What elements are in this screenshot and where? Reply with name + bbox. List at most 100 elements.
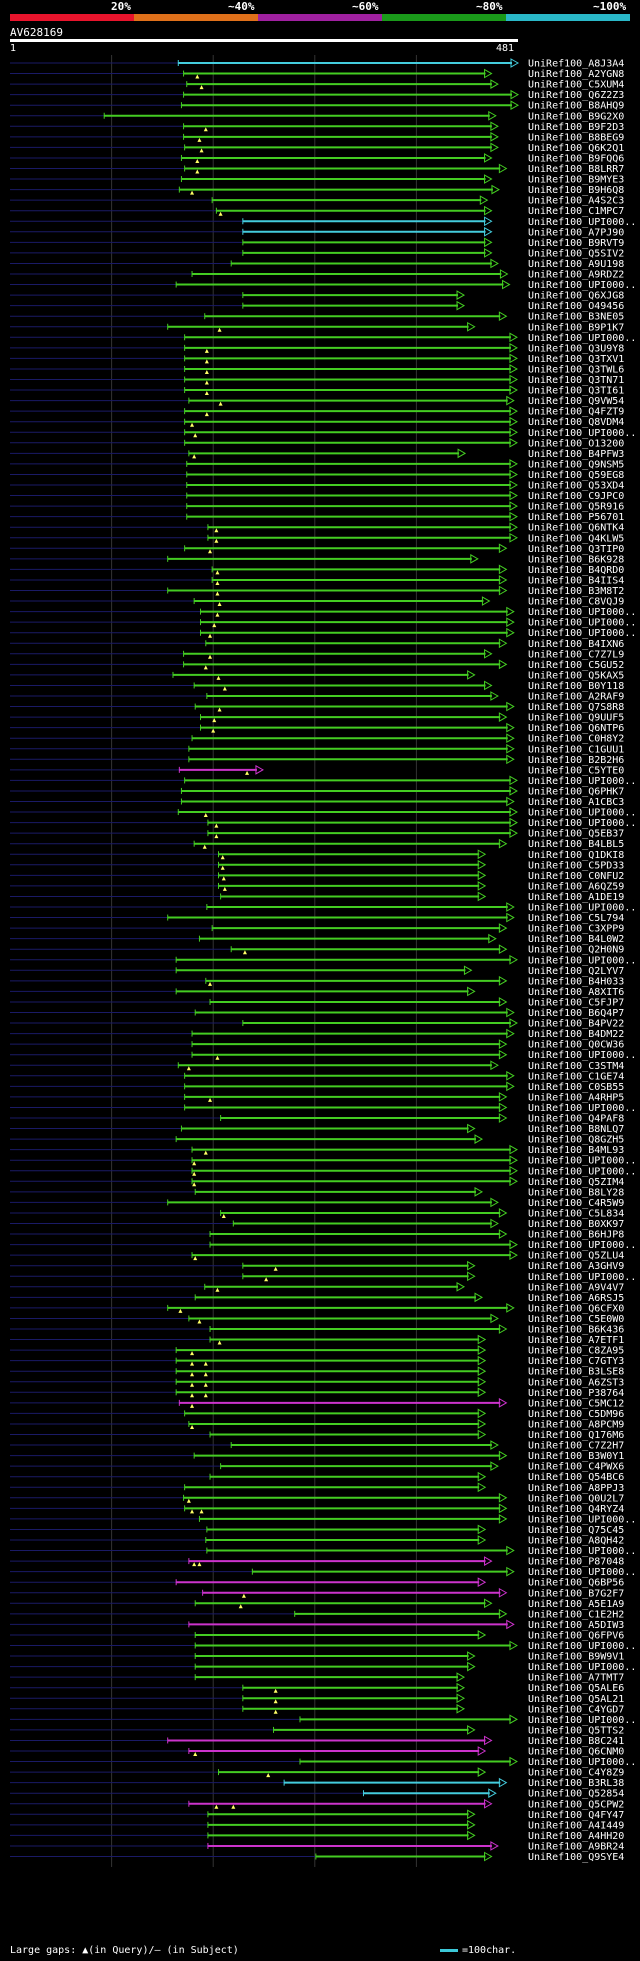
hit-label: UniRef100_Q6Z2Z3 xyxy=(528,90,624,101)
hit-label: UniRef100_B9MYE3 xyxy=(528,175,624,186)
hit-label: UniRef100_Q4KLW5 xyxy=(528,533,624,544)
hit-label: UniRef100_B3LSE8 xyxy=(528,1367,624,1378)
query-gap-marker xyxy=(217,602,222,607)
hit-label: UniRef100_C3XPP9 xyxy=(528,924,624,935)
hit-end-arrow xyxy=(506,606,515,617)
query-gap-marker xyxy=(203,1361,208,1366)
hit-end-arrow xyxy=(490,691,499,701)
hit-end-arrow xyxy=(488,110,497,121)
hit-end-arrow xyxy=(474,1292,484,1303)
query-gap-marker xyxy=(195,169,200,174)
hit-label: UniRef100_UPI000.. xyxy=(528,618,636,629)
hit-end-arrow xyxy=(509,459,518,469)
hit-label: UniRef100_B4LBL5 xyxy=(528,839,624,850)
legend-swatch xyxy=(258,14,382,21)
hit-label: UniRef100_B8LRR7 xyxy=(528,164,624,175)
hit-label: UniRef100_A7TMT7 xyxy=(528,1673,624,1684)
hit-end-arrow xyxy=(490,1313,499,1324)
hit-end-arrow xyxy=(488,1788,497,1799)
hit-label: UniRef100_A6QZ59 xyxy=(528,881,624,892)
query-gap-marker xyxy=(221,876,226,881)
hit-end-arrow xyxy=(506,1081,515,1092)
hit-label: UniRef100_C5YTE0 xyxy=(528,765,624,776)
hit-label: UniRef100_UPI000.. xyxy=(528,280,636,291)
hit-end-arrow xyxy=(477,849,487,860)
hit-end-arrow xyxy=(509,353,518,364)
hit-end-arrow xyxy=(509,342,518,353)
hit-end-arrow xyxy=(509,1250,518,1261)
hit-label: UniRef100_Q6PHK7 xyxy=(528,786,624,797)
hit-label: UniRef100_UPI000.. xyxy=(528,428,636,439)
hit-label: UniRef100_Q9SYE4 xyxy=(528,1852,624,1863)
hit-end-arrow xyxy=(474,1134,484,1144)
hit-end-arrow xyxy=(490,1841,499,1851)
hit-end-arrow xyxy=(477,1482,487,1493)
hit-label: UniRef100_B3NE05 xyxy=(528,312,624,323)
hit-label: UniRef100_Q6CFX0 xyxy=(528,1303,624,1314)
hit-label: UniRef100_P56701 xyxy=(528,512,624,523)
hit-end-arrow xyxy=(506,796,515,807)
hit-end-arrow xyxy=(456,1682,466,1693)
hit-end-arrow xyxy=(484,1798,493,1809)
hit-label: UniRef100_UPI000.. xyxy=(528,1240,636,1251)
hit-label: UniRef100_B4ML93 xyxy=(528,1145,624,1156)
query-gap-marker xyxy=(192,1562,197,1567)
hit-end-arrow xyxy=(506,1007,515,1018)
hit-label: UniRef100_B4DM22 xyxy=(528,1029,624,1040)
query-gap-marker xyxy=(208,633,213,638)
hit-label: UniRef100_A3GHV9 xyxy=(528,1261,624,1272)
query-gap-marker xyxy=(190,1509,195,1514)
query-gap-marker xyxy=(215,580,220,585)
hit-end-arrow xyxy=(484,1556,493,1566)
query-gap-marker xyxy=(192,1171,197,1176)
hit-label: UniRef100_UPI000.. xyxy=(528,903,636,914)
hit-end-arrow xyxy=(467,1830,476,1841)
hit-label: UniRef100_Q176M6 xyxy=(528,1430,624,1441)
legend-label: 20% xyxy=(111,0,131,13)
hit-end-arrow xyxy=(477,1524,487,1535)
hit-end-arrow xyxy=(498,712,508,722)
hit-label: UniRef100_Q5SIV2 xyxy=(528,248,624,259)
hit-end-arrow xyxy=(477,1630,487,1640)
hit-label: UniRef100_Q5ZLU4 xyxy=(528,1251,624,1262)
query-gap-marker xyxy=(192,1182,197,1187)
hit-label: UniRef100_C4R5W9 xyxy=(528,1198,624,1209)
hit-end-arrow xyxy=(477,1429,487,1440)
hit-end-arrow xyxy=(484,248,493,258)
hit-end-arrow xyxy=(456,1672,466,1683)
query-gap-marker xyxy=(190,1424,195,1429)
hit-end-arrow xyxy=(509,817,518,828)
query-gap-marker xyxy=(186,1498,191,1503)
hit-label: UniRef100_Q3TIP0 xyxy=(528,544,624,555)
hit-end-arrow xyxy=(498,659,508,670)
hit-end-arrow xyxy=(467,1260,476,1271)
query-gap-marker xyxy=(190,1361,195,1366)
hit-end-arrow xyxy=(509,954,518,965)
query-gap-marker xyxy=(192,1161,197,1166)
hit-label: UniRef100_C5DM96 xyxy=(528,1409,624,1420)
hit-label: UniRef100_UPI000.. xyxy=(528,1103,636,1114)
hit-label: UniRef100_B8C241 xyxy=(528,1736,624,1747)
hit-label: UniRef100_Q2LYV7 xyxy=(528,966,624,977)
query-gap-marker xyxy=(264,1277,269,1282)
hit-label: UniRef100_C0SB55 xyxy=(528,1082,624,1093)
hit-end-arrow xyxy=(498,311,508,322)
hit-end-arrow xyxy=(467,1661,476,1672)
hit-label: UniRef100_Q1DKI8 xyxy=(528,850,624,861)
hit-end-arrow xyxy=(477,881,487,891)
hit-end-arrow xyxy=(498,1113,508,1123)
query-gap-marker xyxy=(204,348,209,353)
hit-label: UniRef100_A4RHP5 xyxy=(528,1092,624,1103)
hit-label: UniRef100_Q6FPV6 xyxy=(528,1630,624,1641)
hit-end-arrow xyxy=(498,997,508,1007)
legend-swatch xyxy=(134,14,258,21)
hit-label: UniRef100_Q52854 xyxy=(528,1789,624,1800)
hit-label: UniRef100_B3RL38 xyxy=(528,1778,624,1789)
hit-end-arrow xyxy=(509,416,518,427)
query-gap-marker xyxy=(266,1773,271,1778)
hit-end-arrow xyxy=(456,1281,466,1292)
hit-label: UniRef100_Q3TXV1 xyxy=(528,354,624,365)
hit-label: UniRef100_B3W0Y1 xyxy=(528,1451,624,1462)
hit-end-arrow xyxy=(498,975,508,986)
hit-label: UniRef100_C0H8Y2 xyxy=(528,734,624,745)
